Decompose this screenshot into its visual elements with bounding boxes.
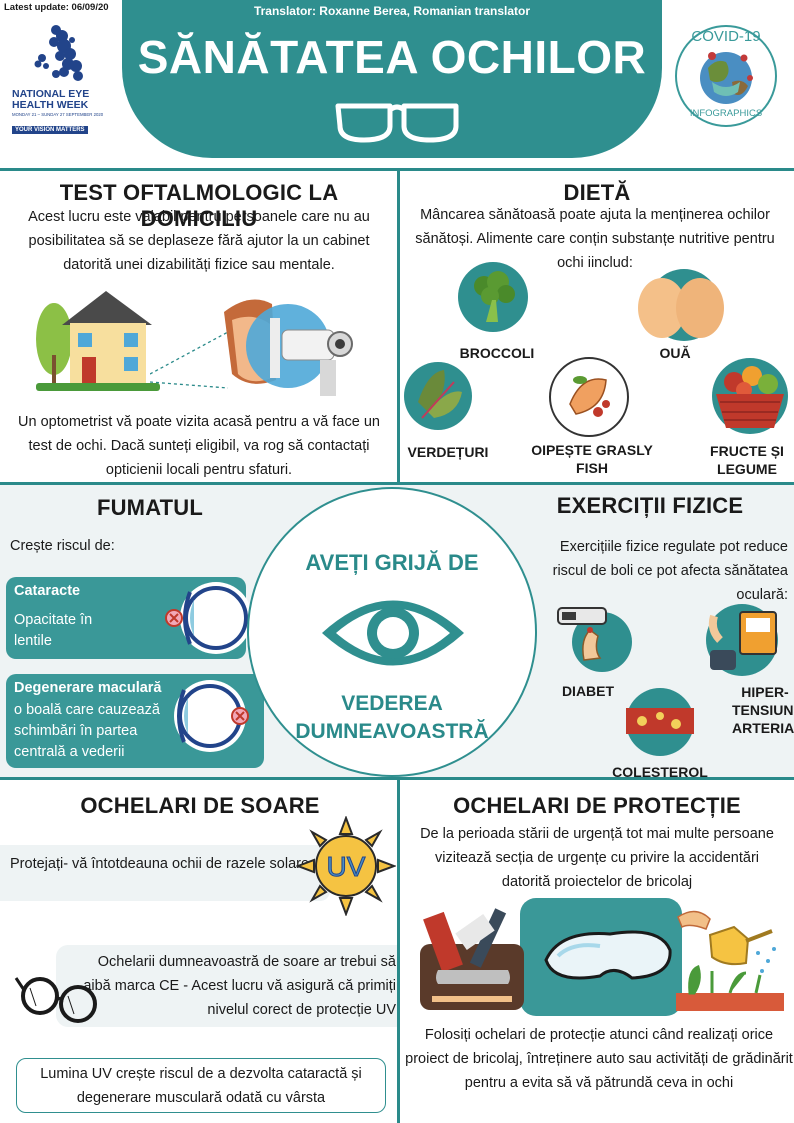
diet-eggs: OUĂ [659,345,691,361]
sun-text-box [0,845,330,901]
fish-icon [549,357,629,437]
diet-fruit: FRUCTE ȘI LEGUME [710,443,784,477]
hypertension-label: HIPER-TENSIUNE ARTERIALĂ [732,684,794,736]
covid-logo: COVID-19 INFOGRAPHICS [672,22,780,130]
logo-tagline: YOUR VISION MATTERS [12,126,88,134]
glasses-icon [335,103,459,143]
home-test-text2: Un optometrist vă poate vizita acasă pen… [18,414,380,478]
update-label: Latest update: 06/09/20 [4,2,109,13]
logo-line1: NATIONAL EYE [12,88,90,100]
exercise-title: EXERCIȚII FIZICE [556,493,744,518]
fruit-basket-icon [712,358,788,434]
ce-text-box [56,945,400,1027]
covid-logo-bottom: INFOGRAPHICS [689,108,763,119]
sunglasses-text1: Protejați- vă întotdeauna ochii de razel… [10,856,314,872]
cataract-title: Cataracte [14,583,81,599]
broccoli-icon [458,262,528,332]
logo-line2: HEALTH WEEK [12,99,89,111]
eggs-icon [638,269,724,341]
uv-warning-box [16,1058,386,1113]
macular-eye-icon [174,680,249,752]
diabetes-label: DIABET [561,683,615,699]
divider-vertical-bottom [397,780,400,1123]
logo-dates: MONDAY 21 – SUNDAY 27 SEPTEMBER 2020 [12,112,104,117]
toolbox-icon [420,908,524,1010]
uv-text: UV [327,851,366,882]
goggles-text1: De la perioada stării de urgență tot mai… [420,826,774,890]
goggles-title: OCHELARI DE PROTECȚIE [453,793,741,818]
uk-map-icon [34,25,83,81]
center-bottom-text: VEDEREA DUMNEAVOASTRĂ [295,692,489,743]
eye-icon [322,600,464,666]
goggles-text2: Folosiți ochelari de protecție atunci câ… [405,1027,793,1091]
eye-exam-icon [224,299,353,396]
diet-greens: VERDEȚURI [407,444,489,460]
cataract-text: Opacitate în lentile [14,612,93,649]
exercise-text: Exercițiile fizice regulate pot reduce r… [552,539,788,603]
smoking-intro: Crește riscul de: [10,538,115,554]
cataract-eye-icon [165,582,250,654]
hypertension-icon [706,604,778,676]
macular-text: o boală care cauzează schimbări în parte… [14,702,160,760]
diet-broccoli: BROCCOLI [459,345,535,361]
cholesterol-icon [626,688,694,756]
diet-title: DIETĂ [563,180,631,205]
divider-vertical-top [397,170,400,482]
dotted-line-icon [150,331,229,389]
gardening-icon [676,910,784,1011]
diabetes-icon [557,607,632,672]
home-test-title: TEST OFTALMOLOGIC LA DOMICILIU [59,180,339,231]
macular-title: Degenerare maculară [14,680,162,696]
header-banner [122,0,662,158]
divider-header [0,168,794,171]
house-tree-icon [36,291,160,391]
cholesterol-label: COLESTEROL [612,764,708,780]
diet-fish: OIPEȘTE GRASLY FISH [531,442,653,476]
diet-text: Mâncarea sănătoasă poate ajuta la mențin… [415,207,775,271]
safety-goggles-icon [544,930,672,980]
greens-icon [404,362,472,430]
sunglasses-title: OCHELARI DE SOARE [80,793,320,818]
national-eye-logo: NATIONAL EYE HEALTH WEEK MONDAY 21 – SUN… [12,22,122,137]
divider-middle-bottom [0,777,794,780]
page-title: SĂNĂTATEA OCHILOR [137,31,647,83]
sun-uv-icon: UV [296,816,396,916]
divider-middle-top [0,482,794,485]
smoking-title: FUMATUL [96,495,204,520]
center-top-text: AVEȚI GRIJĂ DE [305,550,479,575]
sunglasses-text2: Ochelarii dumneavoastră de soare ar treb… [83,954,396,1018]
translator-label: Translator: Roxanne Berea, Romanian tran… [253,4,531,18]
covid-logo-top: COVID-19 [691,28,761,45]
home-test-text1: Acest lucru este valabil pentru persoane… [28,209,370,273]
sunglasses-text3: Lumina UV crește riscul de a dezvolta ca… [40,1066,362,1106]
sunglasses-icon [14,977,97,1023]
